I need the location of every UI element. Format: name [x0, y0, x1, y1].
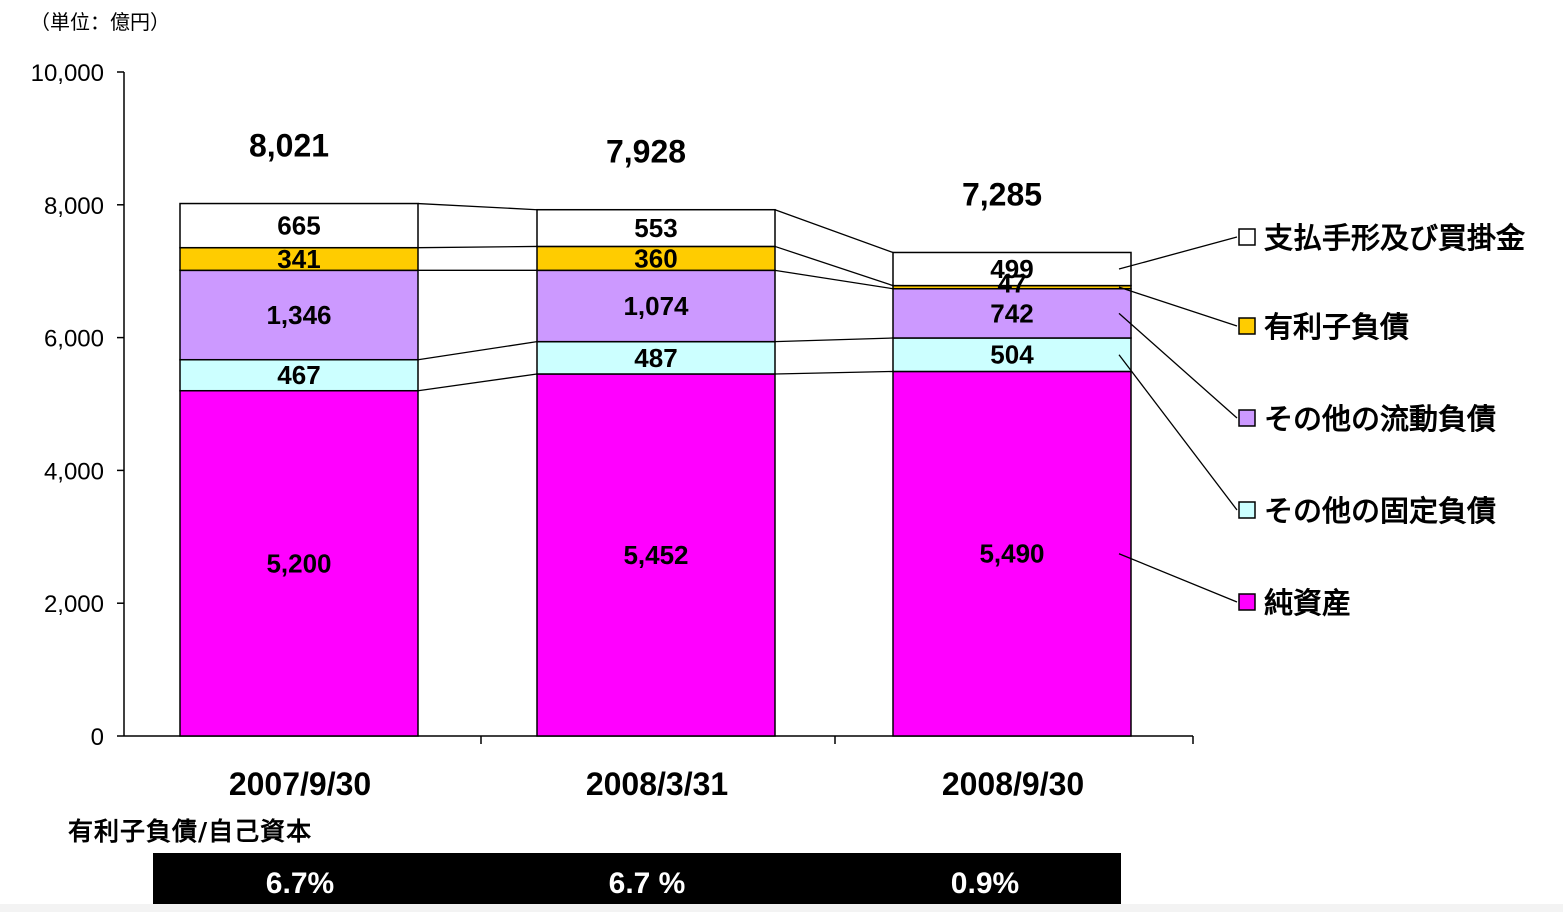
legend-label: 有利子負債: [1264, 310, 1409, 344]
data-label: 1,074: [623, 291, 689, 321]
connector-line: [417, 245, 538, 249]
x-tick-label: 2007/9/30: [229, 766, 371, 802]
bar-segment: [179, 358, 419, 392]
y-tick-label: 10,000: [31, 60, 104, 87]
data-label: 499: [990, 254, 1033, 284]
unit-label: （単位：億円）: [30, 10, 170, 34]
data-label: 5,490: [979, 539, 1044, 569]
data-label: 467: [277, 360, 320, 390]
data-label: 504: [990, 340, 1034, 370]
connector-line: [774, 337, 894, 343]
legend-leader-line: [1118, 312, 1238, 419]
ratio-value: 6.7 %: [608, 867, 686, 900]
legend-label: 支払手形及び買掛金: [1264, 221, 1526, 255]
data-label: 360: [634, 243, 677, 273]
legend-label: 純資産: [1264, 586, 1351, 620]
legend-leader-line: [1118, 553, 1238, 603]
bar-segment: [179, 269, 419, 361]
data-label: 5,200: [266, 548, 331, 578]
data-label: 47: [998, 269, 1027, 299]
legend-leader-line: [1118, 354, 1238, 511]
ratio-title: 有利子負債/自己資本: [68, 817, 313, 846]
connector-line: [417, 341, 538, 361]
bar-segment: [536, 340, 776, 375]
data-label: 665: [277, 211, 320, 241]
y-tick-label: 6,000: [44, 326, 104, 353]
bar-segment: [536, 269, 776, 343]
bar-segment: [892, 251, 1132, 287]
total-label: 7,285: [962, 176, 1042, 212]
data-label: 487: [634, 343, 677, 373]
data-label: 742: [990, 298, 1033, 328]
legend-leader-line: [1118, 236, 1238, 270]
bar-segment: [179, 202, 419, 249]
connector-line: [774, 370, 894, 375]
y-tick-label: 0: [91, 724, 104, 751]
connector-line: [417, 373, 538, 392]
legend-swatch: [1238, 409, 1256, 427]
bar-segment: [892, 370, 1132, 737]
data-label: 5,452: [623, 540, 688, 570]
connector-line: [774, 269, 894, 290]
ratio-bar: 6.7% 6.7 % 0.9%: [153, 853, 1121, 912]
connector-line: [417, 202, 538, 211]
bar-segment: [892, 337, 1132, 373]
y-tick-label: 2,000: [44, 591, 104, 618]
ratio-value: 0.9%: [950, 867, 1020, 900]
legend-label: その他の流動負債: [1264, 402, 1496, 436]
ratio-value: 6.7%: [265, 867, 335, 900]
total-label: 7,928: [606, 134, 686, 170]
legend-swatch: [1238, 501, 1256, 519]
data-label: 341: [277, 244, 320, 274]
bar-segment: [179, 389, 419, 737]
legend-swatch: [1238, 228, 1256, 246]
x-tick-label: 2008/3/31: [586, 766, 728, 802]
legend-leader-line: [1118, 286, 1238, 327]
total-label: 8,021: [249, 127, 329, 163]
connector-line: [774, 245, 894, 287]
connector-line: [774, 209, 894, 254]
bar-segment: [536, 373, 776, 737]
y-tick-label: 8,000: [44, 193, 104, 220]
data-label: 1,346: [266, 300, 331, 330]
y-tick-label: 4,000: [44, 458, 104, 485]
legend-swatch: [1238, 317, 1256, 335]
legend-label: その他の固定負債: [1264, 494, 1496, 528]
data-label: 553: [634, 213, 677, 243]
x-tick-label: 2008/9/30: [942, 766, 1084, 802]
bar-segment: [536, 208, 776, 248]
bottom-strip: [0, 904, 1563, 912]
legend-swatch: [1238, 593, 1256, 611]
